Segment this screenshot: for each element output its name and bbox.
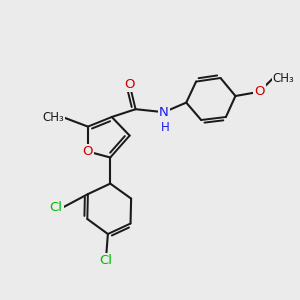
Text: H: H [161,121,170,134]
Text: Cl: Cl [99,254,112,268]
Text: O: O [254,85,265,98]
Text: CH₃: CH₃ [273,72,294,85]
Text: Cl: Cl [50,201,63,214]
Text: N: N [159,106,169,119]
Text: CH₃: CH₃ [42,111,64,124]
Text: O: O [124,78,135,91]
Text: O: O [83,145,93,158]
